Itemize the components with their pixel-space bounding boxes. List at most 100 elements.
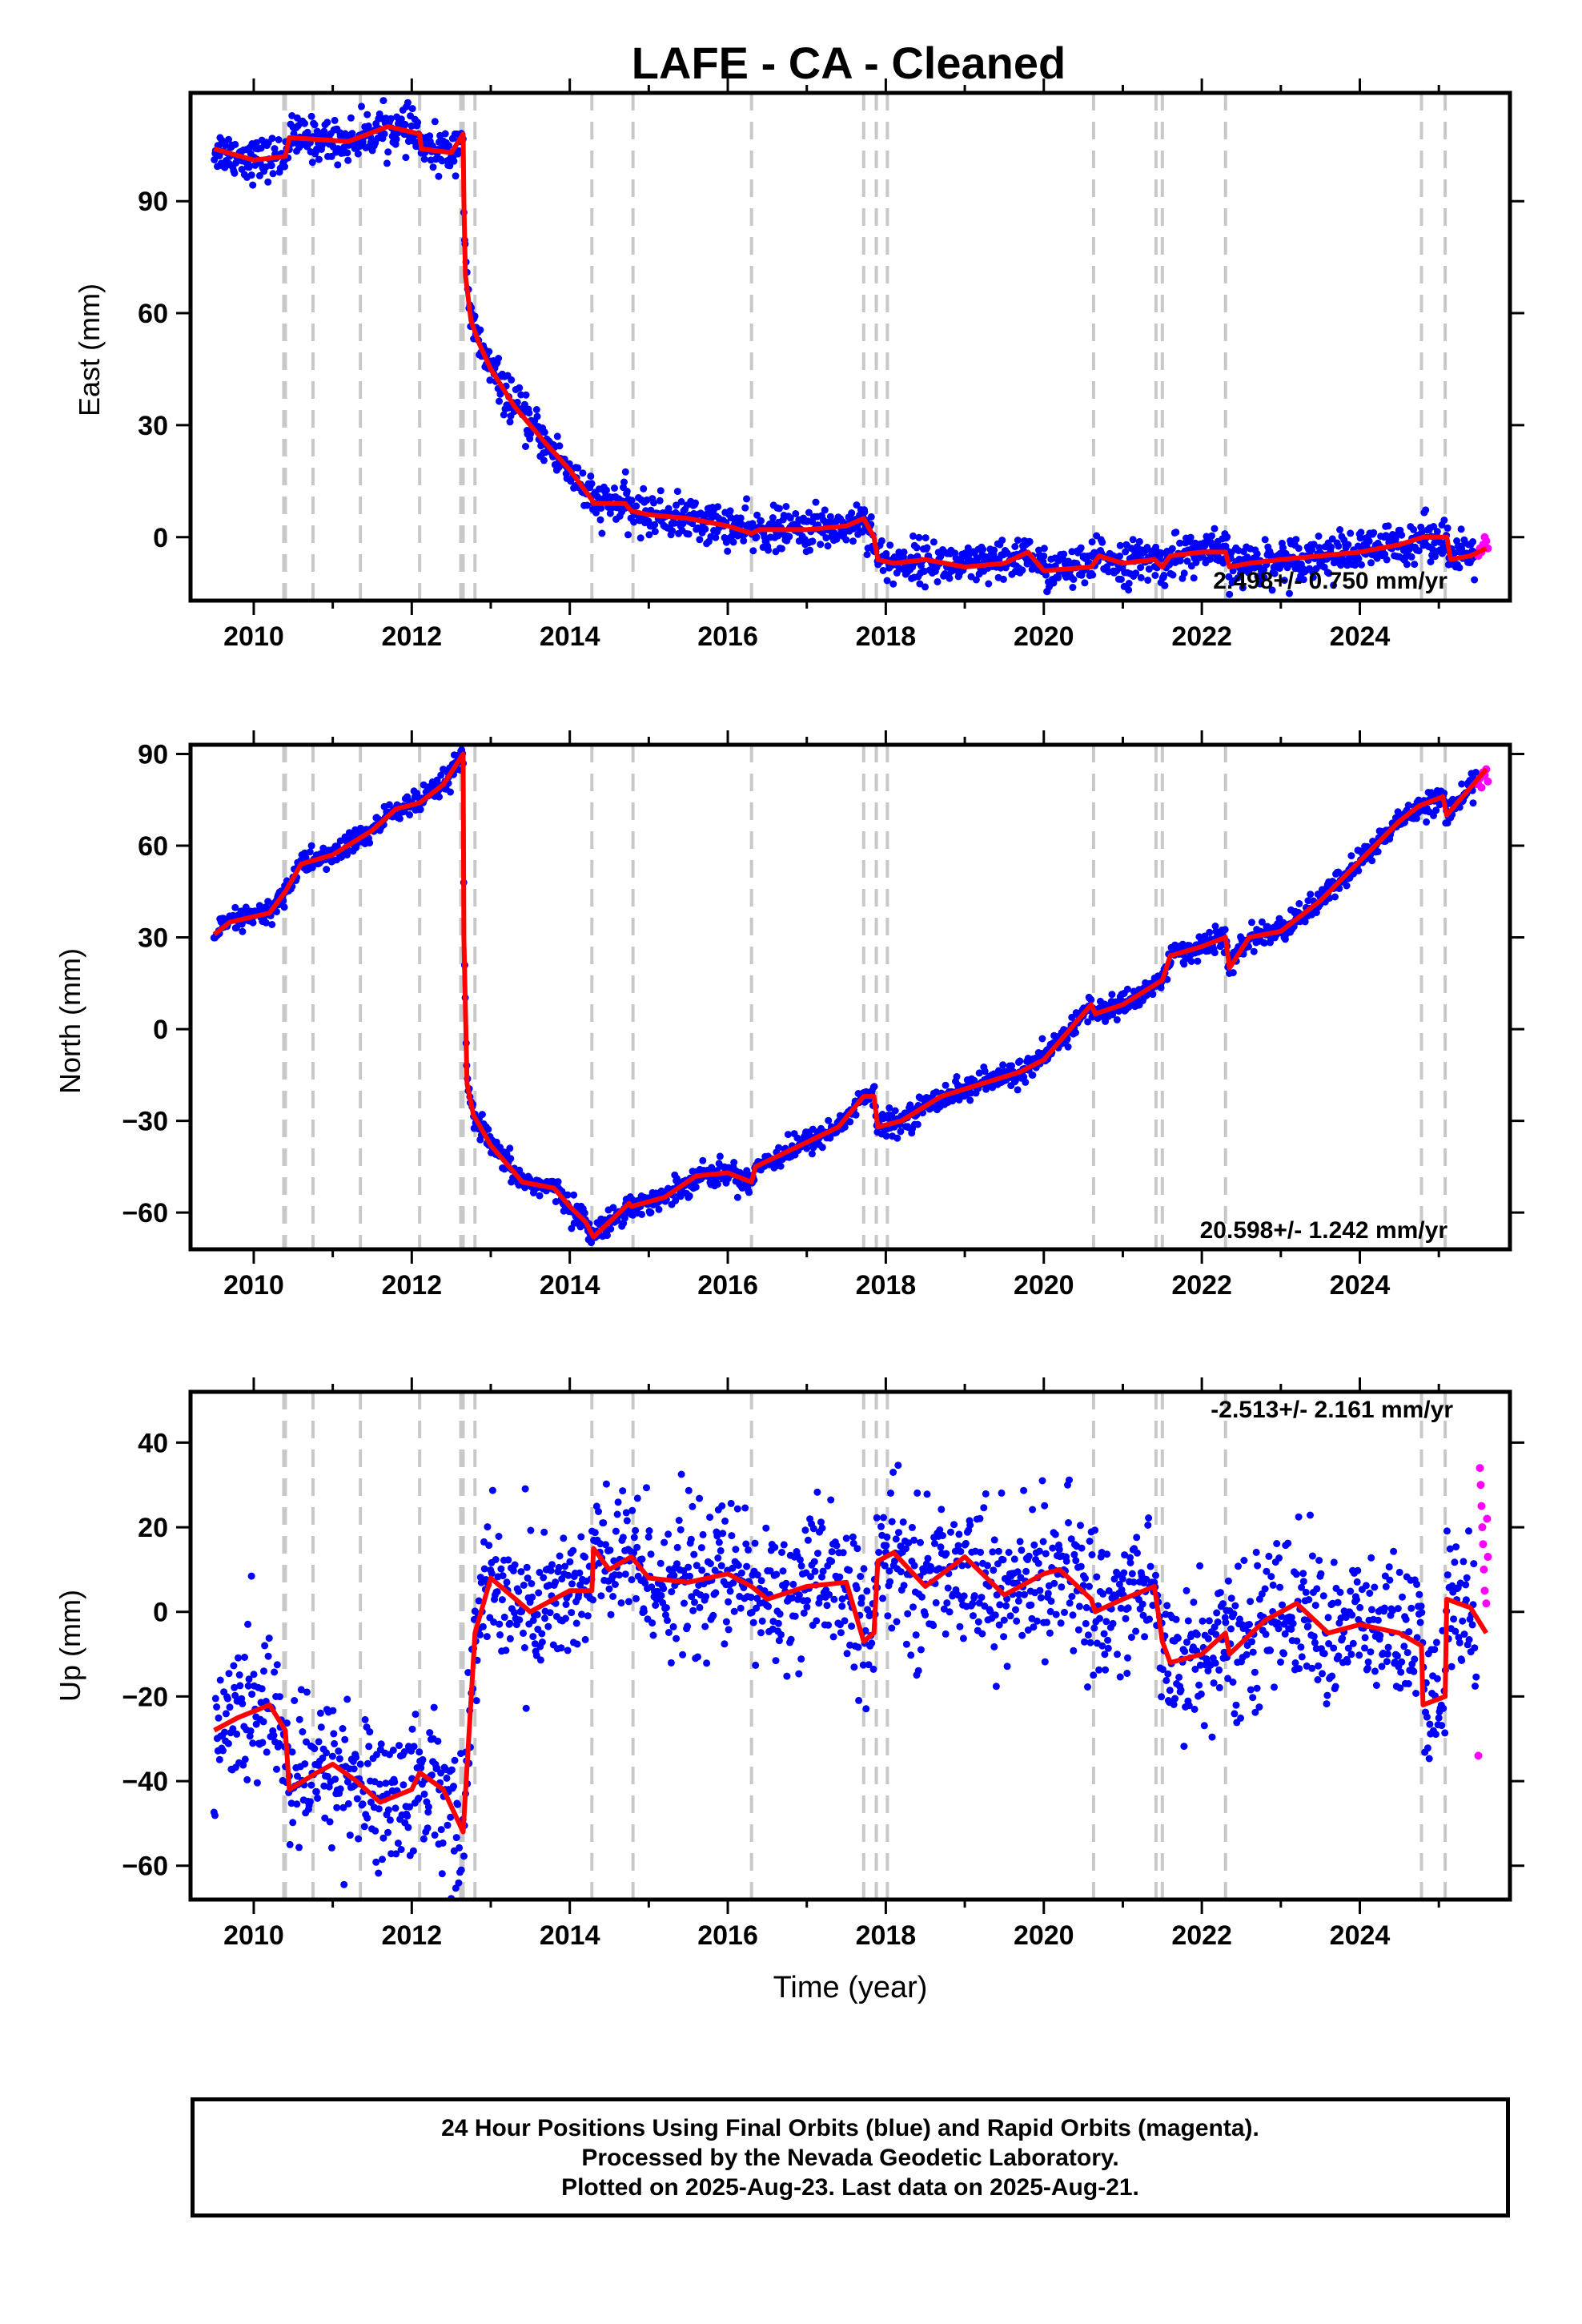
up-final-point: [690, 1550, 698, 1558]
north-final-point: [1094, 1015, 1102, 1023]
up-final-point: [778, 1549, 785, 1556]
up-final-point: [775, 1637, 783, 1645]
up-final-point: [1015, 1590, 1023, 1598]
up-final-point: [1246, 1621, 1253, 1628]
up-final-point: [659, 1598, 667, 1606]
east-final-point: [1054, 573, 1062, 581]
north-rapid-point: [1477, 783, 1486, 792]
up-final-point: [356, 1760, 364, 1768]
up-final-point: [861, 1626, 869, 1634]
up-final-point: [622, 1509, 630, 1517]
up-final-point: [372, 1858, 380, 1866]
east-final-point: [225, 135, 232, 143]
up-final-point: [648, 1619, 656, 1627]
up-final-point: [611, 1581, 619, 1588]
north-final-point: [603, 1232, 611, 1240]
east-final-point: [1384, 522, 1392, 530]
north-final-point: [609, 1204, 617, 1212]
up-final-point: [502, 1647, 510, 1655]
up-final-point: [1134, 1549, 1141, 1557]
up-final-point: [647, 1550, 655, 1558]
up-final-point: [757, 1629, 765, 1637]
up-final-point: [1126, 1554, 1134, 1562]
north-final-point: [385, 801, 393, 809]
up-final-point: [1141, 1633, 1149, 1641]
east-ytick-label: 60: [138, 299, 168, 329]
up-final-point: [339, 1803, 347, 1811]
east-final-point: [921, 583, 929, 591]
up-final-point: [344, 1778, 351, 1786]
east-final-point: [842, 536, 850, 544]
up-final-point: [977, 1548, 985, 1556]
up-final-point: [389, 1747, 397, 1754]
east-final-point: [533, 412, 541, 420]
up-final-point: [259, 1718, 267, 1726]
up-final-point: [923, 1490, 931, 1498]
north-xtick-label: 2012: [381, 1270, 442, 1301]
north-model-line: [212, 751, 1488, 1240]
up-final-point: [555, 1563, 563, 1571]
east-final-point: [1098, 538, 1106, 546]
up-final-point: [818, 1573, 825, 1581]
up-final-point: [602, 1480, 610, 1488]
up-final-point: [511, 1561, 519, 1569]
up-final-point: [970, 1612, 977, 1620]
up-final-point: [564, 1647, 572, 1655]
up-final-point: [958, 1562, 966, 1570]
east-final-point: [500, 411, 508, 419]
up-final-point: [480, 1565, 488, 1573]
up-final-point: [813, 1617, 821, 1625]
up-final-point: [1146, 1562, 1154, 1570]
up-final-point: [954, 1542, 962, 1550]
up-final-point: [400, 1781, 408, 1789]
up-final-point: [307, 1781, 315, 1789]
up-final-point: [675, 1517, 683, 1524]
north-final-point: [536, 1192, 544, 1200]
east-final-point: [889, 580, 897, 588]
up-final-point: [503, 1578, 511, 1586]
up-final-point: [689, 1502, 697, 1510]
up-final-point: [1177, 1686, 1185, 1694]
up-final-point: [877, 1522, 885, 1530]
up-final-point: [566, 1558, 574, 1566]
up-final-point: [857, 1599, 865, 1607]
up-final-point: [865, 1661, 873, 1669]
up-final-point: [355, 1835, 363, 1843]
up-final-point: [236, 1682, 244, 1690]
east-final-point: [769, 514, 777, 521]
up-final-point: [1033, 1617, 1041, 1625]
east-final-point: [404, 99, 412, 107]
up-final-point: [1185, 1702, 1193, 1710]
east-final-point: [1161, 581, 1169, 589]
east-final-point: [1325, 569, 1333, 577]
east-final-point: [271, 145, 279, 153]
up-final-point: [464, 1669, 472, 1676]
east-final-point: [900, 548, 908, 556]
east-final-point: [1315, 533, 1323, 540]
up-final-point: [951, 1547, 959, 1555]
up-final-point: [936, 1526, 944, 1534]
up-final-point: [259, 1739, 267, 1747]
up-final-point: [1210, 1679, 1218, 1687]
north-final-point: [1087, 995, 1095, 1003]
east-final-point: [1328, 535, 1336, 543]
east-final-point: [1145, 565, 1153, 573]
up-final-point: [1182, 1586, 1191, 1594]
east-final-point: [817, 541, 825, 549]
east-final-point: [579, 469, 587, 477]
up-final-point: [396, 1742, 403, 1750]
north-final-point: [1432, 806, 1440, 814]
up-final-point: [696, 1494, 704, 1502]
east-final-point: [485, 348, 493, 356]
up-final-point: [544, 1622, 552, 1630]
east-final-point: [1370, 529, 1378, 537]
east-final-point: [737, 514, 745, 522]
east-final-point: [1186, 533, 1195, 541]
up-final-point: [797, 1655, 805, 1663]
up-final-point: [538, 1638, 546, 1646]
up-final-point: [344, 1799, 352, 1807]
up-final-point: [1084, 1631, 1092, 1639]
up-final-point: [1146, 1615, 1154, 1623]
up-final-point: [409, 1847, 417, 1855]
